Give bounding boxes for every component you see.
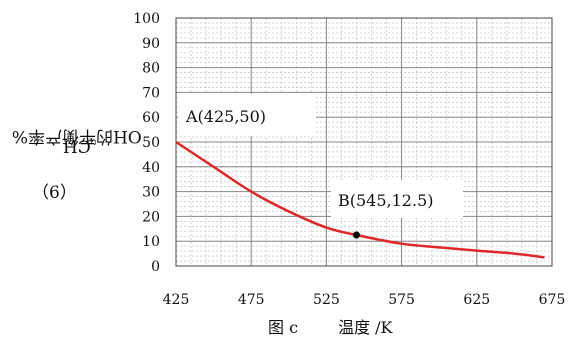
- x-tick-label: 475: [238, 292, 265, 308]
- y-tick-label: 30: [142, 185, 160, 201]
- y-tick-label: 20: [142, 209, 160, 225]
- figure-label: 图 c: [268, 318, 299, 337]
- y-tick-label: 40: [142, 160, 160, 176]
- annotation-a: A(425,50): [185, 107, 266, 126]
- question-number: （6）: [32, 183, 77, 203]
- x-axis-label: 温度 /K: [338, 318, 393, 337]
- x-tick-label: 625: [463, 292, 490, 308]
- figure-caption: 图 c 温度 /K: [268, 314, 393, 338]
- point-b-marker: [352, 231, 360, 239]
- annotation-b: B(545,12.5): [338, 191, 434, 210]
- x-tick-label: 575: [388, 292, 415, 308]
- y-tick-label: 80: [142, 61, 160, 77]
- y-tick-label: 50: [142, 135, 160, 151]
- y-tick-label: 10: [142, 234, 160, 250]
- y-tick-label: 90: [142, 36, 160, 52]
- y-tick-label: 60: [142, 110, 160, 126]
- x-tick-label: 525: [313, 292, 340, 308]
- x-tick-label: 425: [163, 292, 190, 308]
- y-tick-labels: 0 10 20 30 40 50 60 70 80 90 100: [133, 11, 160, 275]
- major-grid: [175, 17, 553, 267]
- annotation-b-box: B(545,12.5): [331, 180, 463, 218]
- y-tick-label: 0: [151, 259, 160, 275]
- y-tick-label: 100: [133, 11, 160, 27]
- y-tick-label: 70: [142, 85, 160, 101]
- x-tick-label: 675: [539, 292, 566, 308]
- annotation-a-box: A(425,50): [178, 94, 316, 136]
- x-tick-labels: 425 475 525 575 625 675: [163, 292, 566, 308]
